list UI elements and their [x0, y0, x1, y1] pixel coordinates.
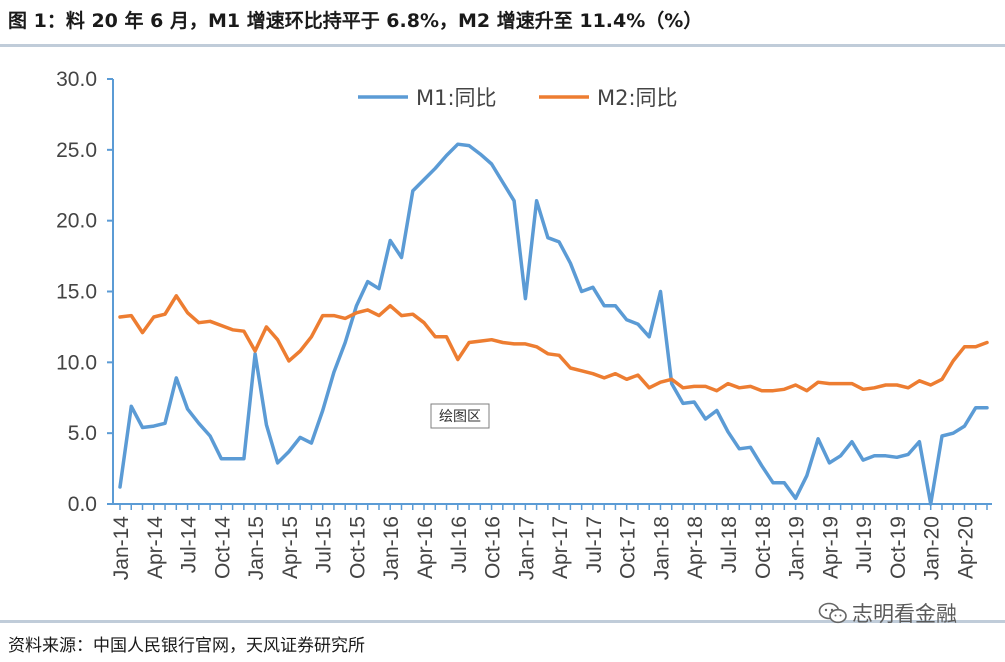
top-divider — [0, 44, 1005, 47]
x-tick-label: Apr-15 — [279, 516, 302, 579]
watermark: 志明看金融 — [818, 598, 957, 628]
x-tick-label: Oct-15 — [346, 516, 369, 579]
x-tick-label: Jul-14 — [178, 516, 201, 574]
y-tick-label: 0.0 — [68, 493, 97, 516]
plot-area-label: 绘图区 — [430, 403, 490, 429]
series-line-m2 — [118, 294, 989, 393]
x-tick-label: Apr-20 — [954, 516, 977, 579]
watermark-text: 志明看金融 — [852, 602, 957, 626]
legend-label: M2:同比 — [597, 86, 678, 110]
x-tick-label: Apr-16 — [414, 516, 437, 579]
legend-label: M1:同比 — [416, 86, 497, 110]
wechat-icon — [818, 602, 847, 624]
x-tick-label: Jan-19 — [786, 516, 809, 580]
x-tick-label: Oct-18 — [752, 516, 775, 579]
y-axis: 0.0 5.0 10.0 15.0 20.0 25.0 30.0 — [56, 68, 114, 516]
x-tick-label: Oct-19 — [887, 516, 910, 579]
x-tick-label: Oct-17 — [617, 516, 640, 579]
plot-area-label-text: 绘图区 — [439, 409, 481, 425]
x-tick-label: Jul-15 — [313, 516, 336, 573]
x-tick-label: Jul-18 — [718, 516, 741, 573]
y-tick-label: 15.0 — [56, 281, 97, 304]
x-tick-label: Apr-17 — [549, 516, 572, 579]
x-tick-label: Jul-17 — [583, 516, 606, 573]
series-layer — [118, 142, 989, 506]
x-tick-label: Jan-20 — [921, 516, 944, 580]
x-tick-label: Jan-17 — [515, 516, 538, 580]
series-line-m1 — [118, 142, 989, 506]
legend: M1:同比 M2:同比 — [358, 86, 678, 110]
line-chart: 0.05.010.015.020.025.030.0 Jan-14 Apr-14 J… — [56, 68, 992, 581]
x-tick-label: Apr-14 — [144, 516, 167, 579]
x-tick-label: Jul-16 — [448, 516, 471, 573]
y-tick-label: 10.0 — [56, 351, 97, 374]
x-tick-label: Jan-18 — [650, 516, 673, 580]
x-tick-label: Jan-14 — [110, 516, 133, 581]
y-tick-label: 25.0 — [56, 139, 97, 162]
x-tick-label: Apr-19 — [819, 516, 842, 579]
x-tick-label: Oct-16 — [482, 516, 505, 579]
bottom-divider — [0, 620, 1005, 623]
y-tick-label: 20.0 — [56, 210, 97, 233]
chart-title: 图 1：料 20 年 6 月，M1 增速环比持平于 6.8%，M2 增速升至 1… — [8, 10, 703, 32]
y-tick-label: 5.0 — [68, 422, 97, 445]
x-tick-label: Jan-16 — [380, 516, 403, 580]
x-tick-label: Oct-14 — [211, 516, 234, 579]
x-tick-label: Jan-15 — [245, 516, 268, 580]
source-note: 资料来源：中国人民银行官网，天风证券研究所 — [8, 636, 365, 656]
y-tick-label: 30.0 — [56, 68, 97, 91]
x-axis: Jan-14 Apr-14 Jul-14 Oct-14 Jan-15 Apr-15 Jul-… — [110, 503, 992, 581]
x-tick-label: Apr-18 — [684, 516, 707, 579]
x-tick-label: Jul-19 — [853, 516, 876, 573]
